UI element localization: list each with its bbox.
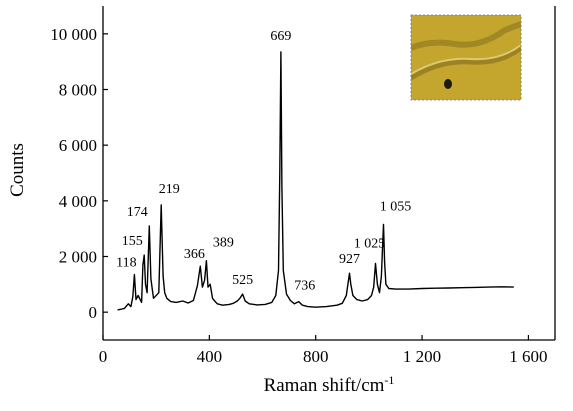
x-tick-label: 0 <box>99 347 108 366</box>
x-axis-title: Raman shift/cm-1 <box>264 373 395 396</box>
peak-label: 118 <box>116 256 136 271</box>
y-axis-title: Counts <box>7 143 28 197</box>
axes: 0 2 000 4 000 6 000 8 000 10 000 0 400 800 1 200 1… <box>50 6 556 366</box>
peak-label: 525 <box>232 273 253 288</box>
y-tick-label: 8 000 <box>59 81 97 100</box>
spectrum-line <box>117 51 514 311</box>
inset-vein-lower <box>411 45 521 81</box>
y-tick-label: 10 000 <box>50 25 97 44</box>
inset-vein-light <box>411 44 521 75</box>
peak-label: 1 055 <box>380 199 412 214</box>
peak-label: 927 <box>339 252 360 267</box>
peak-label: 155 <box>122 234 143 249</box>
x-axis-title-text: Raman shift/cm <box>264 375 385 396</box>
x-tick-label: 1 600 <box>509 347 547 366</box>
y-tick-label: 6 000 <box>59 136 97 155</box>
x-tick-label: 1 200 <box>403 347 441 366</box>
y-tick-label: 2 000 <box>59 248 97 267</box>
inset-microscope-image <box>410 14 522 101</box>
peak-label: 219 <box>159 182 180 197</box>
series-group <box>117 51 514 311</box>
inset-border <box>410 14 522 101</box>
inset-content <box>411 21 521 89</box>
peak-label: 669 <box>270 29 291 44</box>
x-tick-label: 800 <box>303 347 329 366</box>
peak-label: 736 <box>294 279 315 294</box>
y-tick-label: 4 000 <box>59 192 97 211</box>
peak-label: 174 <box>127 205 148 220</box>
peak-label: 389 <box>213 236 234 251</box>
y-tick-label: 0 <box>89 303 98 322</box>
x-axis-title-superscript: -1 <box>384 373 394 387</box>
peak-label: 366 <box>184 247 205 262</box>
inset-dark-spot <box>444 79 452 89</box>
peak-label: 1 025 <box>354 236 386 251</box>
inset-vein-dark <box>411 21 521 51</box>
x-tick-label: 400 <box>197 347 223 366</box>
